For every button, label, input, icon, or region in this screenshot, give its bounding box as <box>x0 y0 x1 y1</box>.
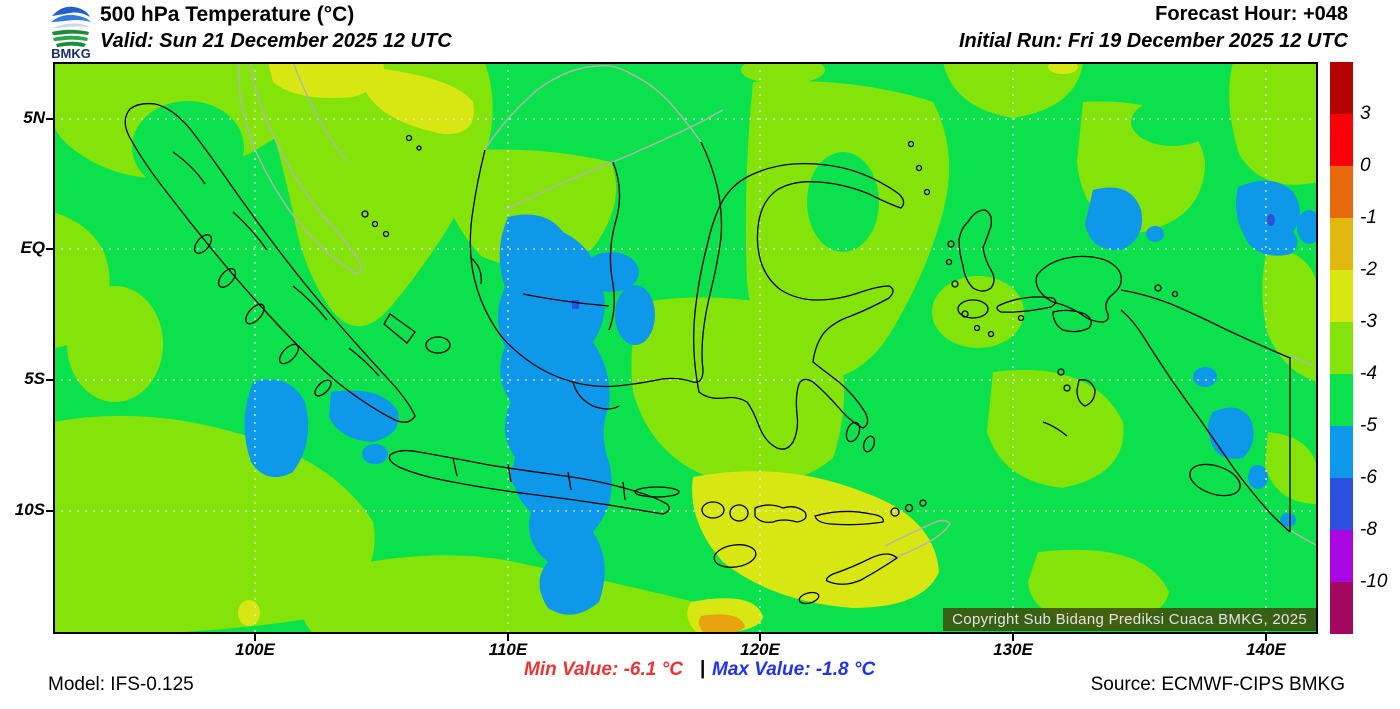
lat-tick <box>46 118 53 120</box>
bmkg-logo-text: BMKG <box>51 46 91 59</box>
colorbar-segment <box>1330 114 1353 166</box>
lon-tick <box>507 634 509 641</box>
colorbar-segment <box>1330 62 1353 114</box>
lat-label-5n: 5N <box>23 108 45 127</box>
colorbar-label: -3 <box>1360 311 1377 332</box>
lat-tick <box>46 510 53 512</box>
colorbar-segment <box>1330 582 1353 634</box>
coastlines <box>124 102 1291 605</box>
lat-label-10s: 10S <box>14 500 45 519</box>
source-label: Source: ECMWF-CIPS BMKG <box>1090 674 1345 695</box>
colorbar-label: -5 <box>1360 415 1377 436</box>
band-minus4-minus3 <box>53 62 1318 634</box>
colorbar-segment <box>1330 530 1353 582</box>
copyright-badge: Copyright Sub Bidang Prediksi Cuaca BMKG… <box>943 608 1316 631</box>
bmkg-logo: BMKG <box>50 2 92 59</box>
lat-tick <box>46 379 53 381</box>
colorbar-label: -4 <box>1360 363 1377 384</box>
lon-tick <box>1265 634 1267 641</box>
lon-tick <box>759 634 761 641</box>
lat-label-eq: EQ <box>20 238 45 257</box>
minmax-separator: | <box>700 658 706 679</box>
temperature-field-map <box>53 62 1318 634</box>
lon-label-130e: 130E <box>993 640 1033 659</box>
colorbar-label: 0 <box>1360 155 1371 176</box>
colorbar-label: -8 <box>1360 519 1377 540</box>
colorbar-segment <box>1330 218 1353 270</box>
band-minus2-minus1 <box>698 614 745 634</box>
colorbar-segment <box>1330 426 1353 478</box>
colorbar-segment <box>1330 322 1353 374</box>
forecast-map: Copyright Sub Bidang Prediksi Cuaca BMKG… <box>53 62 1318 634</box>
lon-label-110e: 110E <box>488 640 528 659</box>
forecast-hour: Forecast Hour: +048 <box>1155 3 1348 25</box>
lat-label-5s: 5S <box>24 369 45 388</box>
max-value-label: Max Value: -1.8 °C <box>712 659 876 680</box>
lon-tick <box>254 634 256 641</box>
valid-time: Valid: Sun 21 December 2025 12 UTC <box>100 30 452 52</box>
colorbar-segment <box>1330 478 1353 530</box>
lon-label-100e: 100E <box>235 640 275 659</box>
lon-label-140e: 140E <box>1246 640 1286 659</box>
colorbar <box>1330 62 1353 634</box>
lon-label-120e: 120E <box>740 640 780 659</box>
colorbar-segment <box>1330 270 1353 322</box>
lat-tick <box>46 248 53 250</box>
band-minus6-minus5 <box>244 180 1318 615</box>
min-value-label: Min Value: -6.1 °C <box>524 659 683 680</box>
colorbar-label: -2 <box>1360 259 1377 280</box>
colorbar-segment <box>1330 166 1353 218</box>
page-title: 500 hPa Temperature (°C) <box>100 3 355 26</box>
colorbar-label: 3 <box>1360 103 1371 124</box>
foreign-coastlines <box>237 62 1318 561</box>
lon-tick <box>1012 634 1014 641</box>
colorbar-label: -6 <box>1360 467 1377 488</box>
band-minus5-minus4 <box>132 83 1215 252</box>
band-minus8-minus6 <box>572 214 1275 309</box>
model-label: Model: IFS-0.125 <box>48 674 194 695</box>
colorbar-label: -10 <box>1360 571 1388 592</box>
colorbar-label: -1 <box>1360 207 1377 228</box>
initial-run: Initial Run: Fri 19 December 2025 12 UTC <box>958 30 1348 52</box>
colorbar-segment <box>1330 374 1353 426</box>
